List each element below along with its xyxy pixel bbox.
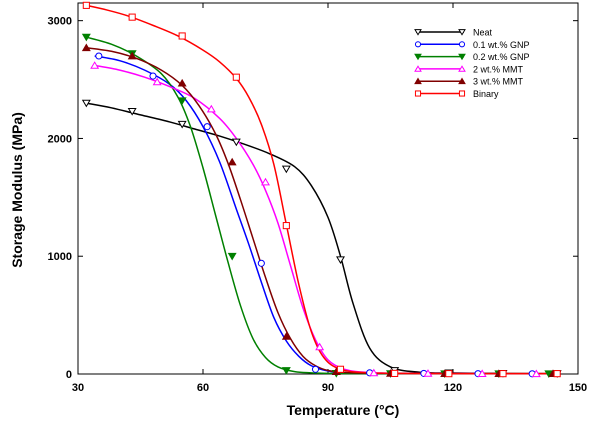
data-point [128,13,136,21]
legend-marker [458,53,466,61]
x-tick-label: 120 [444,382,462,394]
data-point [203,123,211,131]
legend-marker [414,65,422,72]
data-point [227,157,237,166]
data-point [336,365,345,373]
data-point [206,104,216,113]
y-axis-title: Storage Modulus (MPa) [9,112,25,268]
y-tick-label: 1000 [48,251,72,263]
data-point [231,138,241,147]
legend-label: Binary [473,89,499,99]
y-tick-label: 0 [66,369,72,381]
x-tick-label: 30 [72,382,84,394]
data-point [477,369,487,378]
legend-marker [458,90,466,97]
data-point [127,107,137,116]
data-point [369,368,379,377]
legend-marker [414,77,422,85]
legend-marker [458,77,466,85]
legend: Neat 0.1 wt.% GNP 0.2 wt.% GNP 2 wt.% MMT 3 … [414,28,530,99]
y-tick-label: 2000 [48,133,72,145]
legend-marker [458,65,466,72]
data-point [90,61,100,69]
data-point [531,369,541,378]
series-line [86,102,558,375]
data-point [152,77,162,86]
legend-label: 0.1 wt.% GNP [473,40,530,50]
series-marker-group [82,1,561,378]
data-point [257,259,265,267]
data-point [445,370,453,378]
legend-marker [414,41,422,48]
series-line [94,55,558,375]
legend-marker [458,41,466,48]
data-point [81,99,91,108]
legend-label: 3 wt.% MMT [473,77,524,87]
data-point [282,222,290,230]
data-point [553,370,561,378]
x-tick-label: 90 [322,382,334,394]
x-tick-label: 150 [569,382,587,394]
data-point [281,332,291,340]
legend-label: Neat [473,28,493,38]
data-point [499,370,507,378]
data-point [281,165,291,174]
data-point [81,33,91,42]
y-tick-label: 3000 [48,16,72,28]
data-point [177,78,187,87]
series-markers [81,1,562,378]
legend-marker [414,90,422,97]
data-point [95,52,103,60]
data-point [81,43,91,52]
data-point [261,177,270,186]
legend-marker [458,29,466,36]
x-tick-label: 60 [197,382,209,394]
legend-label: 2 wt.% MMT [473,64,524,74]
data-point [315,342,325,351]
data-point [149,72,157,80]
series-marker-group [81,99,562,378]
data-point [311,365,320,373]
x-axis-title: Temperature (°C) [287,402,400,418]
data-point [423,369,433,377]
data-point [391,369,399,377]
data-point [177,120,187,129]
data-point [336,256,345,264]
data-point [178,32,186,40]
data-point [82,1,90,9]
series-marker-group [95,52,536,378]
series-marker-group [90,61,541,378]
legend-label: 0.2 wt.% GNP [473,52,530,62]
data-point [177,97,187,105]
series-line [94,64,558,375]
legend-marker [414,53,422,61]
legend-marker [414,29,422,36]
data-point [281,367,291,375]
data-point [227,252,237,261]
series-line [86,36,558,375]
data-point [127,51,137,60]
data-point [232,73,240,81]
